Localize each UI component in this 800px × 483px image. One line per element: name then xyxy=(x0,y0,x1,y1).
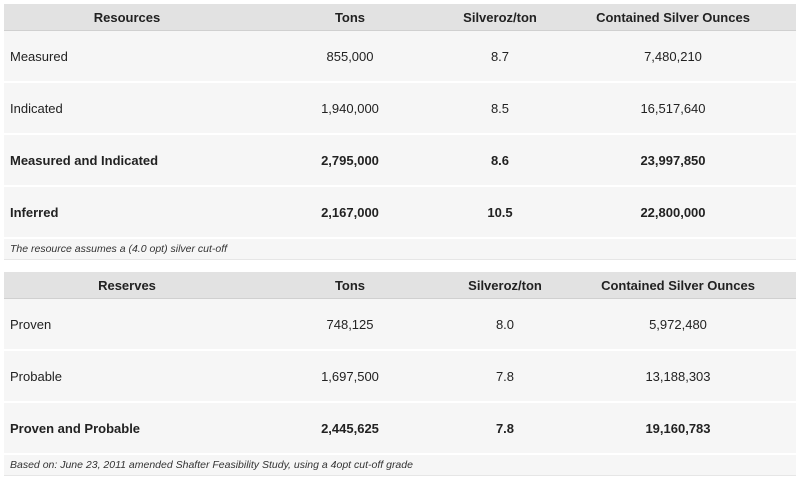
row-grade: 7.8 xyxy=(450,402,560,455)
row-grade: 10.5 xyxy=(450,186,550,239)
header-grade: Silveroz/ton xyxy=(450,4,550,31)
row-tons: 2,795,000 xyxy=(250,134,450,187)
table-row: Measured 855,000 8.7 7,480,210 xyxy=(4,30,796,83)
resources-header-row: Resources Tons Silveroz/ton Contained Si… xyxy=(4,4,796,31)
reserves-table: Reserves Tons Silveroz/ton Contained Sil… xyxy=(4,272,796,476)
resources-table: Resources Tons Silveroz/ton Contained Si… xyxy=(4,4,796,260)
header-reserves: Reserves xyxy=(4,272,250,299)
header-contained-ounces: Contained Silver Ounces xyxy=(560,272,796,299)
row-tons: 1,697,500 xyxy=(250,350,450,403)
table-row: Inferred 2,167,000 10.5 22,800,000 xyxy=(4,186,796,239)
row-name: Inferred xyxy=(4,186,250,239)
table-row: Measured and Indicated 2,795,000 8.6 23,… xyxy=(4,134,796,187)
table-row: Indicated 1,940,000 8.5 16,517,640 xyxy=(4,82,796,135)
table-row: Proven 748,125 8.0 5,972,480 xyxy=(4,298,796,351)
reserves-header-row: Reserves Tons Silveroz/ton Contained Sil… xyxy=(4,272,796,299)
row-ounces: 23,997,850 xyxy=(550,134,796,187)
row-grade: 8.6 xyxy=(450,134,550,187)
table-row: Proven and Probable 2,445,625 7.8 19,160… xyxy=(4,402,796,455)
row-tons: 2,167,000 xyxy=(250,186,450,239)
row-tons: 855,000 xyxy=(250,30,450,83)
row-grade: 7.8 xyxy=(450,350,560,403)
header-grade: Silveroz/ton xyxy=(450,272,560,299)
header-tons: Tons xyxy=(250,272,450,299)
note-row: Based on: June 23, 2011 amended Shafter … xyxy=(4,454,796,476)
row-ounces: 5,972,480 xyxy=(560,298,796,351)
row-name: Proven and Probable xyxy=(4,402,250,455)
row-tons: 1,940,000 xyxy=(250,82,450,135)
row-tons: 2,445,625 xyxy=(250,402,450,455)
header-resources: Resources xyxy=(4,4,250,31)
row-ounces: 16,517,640 xyxy=(550,82,796,135)
row-name: Measured xyxy=(4,30,250,83)
resources-footnote: The resource assumes a (4.0 opt) silver … xyxy=(4,238,796,260)
row-grade: 8.5 xyxy=(450,82,550,135)
row-name: Indicated xyxy=(4,82,250,135)
row-grade: 8.0 xyxy=(450,298,560,351)
row-grade: 8.7 xyxy=(450,30,550,83)
note-row: The resource assumes a (4.0 opt) silver … xyxy=(4,238,796,260)
row-name: Measured and Indicated xyxy=(4,134,250,187)
row-ounces: 13,188,303 xyxy=(560,350,796,403)
header-tons: Tons xyxy=(250,4,450,31)
row-ounces: 22,800,000 xyxy=(550,186,796,239)
row-name: Probable xyxy=(4,350,250,403)
row-name: Proven xyxy=(4,298,250,351)
table-row: Probable 1,697,500 7.8 13,188,303 xyxy=(4,350,796,403)
row-ounces: 19,160,783 xyxy=(560,402,796,455)
row-ounces: 7,480,210 xyxy=(550,30,796,83)
row-tons: 748,125 xyxy=(250,298,450,351)
header-contained-ounces: Contained Silver Ounces xyxy=(550,4,796,31)
reserves-footnote: Based on: June 23, 2011 amended Shafter … xyxy=(4,454,796,476)
